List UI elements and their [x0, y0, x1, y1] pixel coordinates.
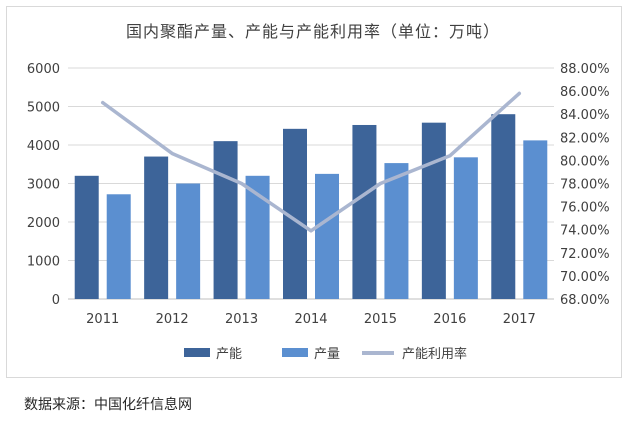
x-axis-tick-label: 2011	[86, 312, 119, 327]
gridlines	[68, 67, 554, 300]
left-axis-tick-label: 2000	[27, 216, 60, 231]
bar-capacity-2017	[491, 114, 516, 299]
legend-label: 产能	[216, 347, 242, 362]
utilization-point-2012	[170, 151, 174, 155]
x-axis-tick-label: 2013	[225, 312, 258, 327]
legend-label: 产量	[314, 347, 340, 362]
legend-label: 产能利用率	[402, 346, 467, 362]
left-axis-tick-label: 5000	[27, 101, 60, 116]
x-axis-tick-label: 2016	[433, 312, 466, 327]
right-axis-tick-label: 86.00%	[560, 85, 610, 100]
bar-capacity-2013	[213, 141, 238, 299]
right-axis-tick-label: 68.00%	[560, 293, 610, 308]
bar-capacity-2015	[352, 124, 377, 299]
x-axis-tick-label: 2017	[503, 312, 536, 327]
left-axis-tick-label: 6000	[27, 62, 60, 77]
utilization-point-2014	[309, 229, 313, 233]
line-series	[100, 91, 522, 233]
bar-output-2013	[245, 175, 270, 299]
left-axis-tick-label: 1000	[27, 255, 60, 270]
right-axis-tick-label: 78.00%	[560, 178, 610, 193]
bar-output-2015	[384, 163, 409, 299]
legend: 产能 产量 产能利用率	[184, 346, 467, 362]
legend-swatch	[282, 348, 308, 357]
source-note: 数据来源：中国化纤信息网	[24, 397, 192, 413]
utilization-point-2016	[448, 154, 452, 158]
right-axis-tick-label: 70.00%	[560, 270, 610, 285]
bar-output-2012	[176, 183, 201, 299]
left-axis-tick-label: 0	[52, 293, 60, 308]
utilization-point-2011	[101, 101, 105, 105]
right-axis-ticks: 68.00% 70.00% 72.00% 74.00% 76.00% 78.00% 80.0…	[560, 62, 610, 308]
x-axis-tick-label: 2012	[156, 312, 189, 327]
utilization-point-2015	[378, 182, 382, 185]
left-axis-tick-label: 4000	[27, 139, 60, 154]
right-axis-tick-label: 88.00%	[560, 62, 610, 77]
bar-output-2016	[453, 157, 478, 299]
right-axis-tick-label: 84.00%	[560, 108, 610, 123]
left-axis-ticks: 0 1000 2000 3000 4000 5000 6000	[27, 62, 60, 308]
bar-capacity-2011	[74, 175, 99, 299]
x-axis-ticks: 2011 2012 2013 2014 2015 2016 2017	[86, 312, 536, 327]
chart-title: 国内聚酯产量、产能与产能利用率（单位：万吨）	[125, 22, 500, 41]
right-axis-tick-label: 80.00%	[560, 154, 610, 169]
right-axis-tick-label: 72.00%	[560, 247, 610, 262]
bar-capacity-2012	[144, 156, 169, 299]
right-axis-tick-label: 76.00%	[560, 201, 610, 216]
legend-swatch	[184, 348, 210, 357]
bar-output-2011	[106, 194, 131, 299]
x-axis-tick-label: 2014	[294, 312, 327, 327]
left-axis-tick-label: 3000	[27, 178, 60, 193]
x-axis-tick-label: 2015	[364, 312, 397, 327]
bar-output-2017	[523, 140, 548, 299]
bar-capacity-2016	[421, 122, 446, 299]
bar-series	[74, 114, 548, 299]
right-axis-tick-label: 82.00%	[560, 131, 610, 146]
right-axis-tick-label: 74.00%	[560, 224, 610, 239]
bar-output-2014	[315, 173, 339, 299]
utilization-point-2013	[240, 182, 244, 185]
utilization-point-2017	[517, 91, 521, 95]
